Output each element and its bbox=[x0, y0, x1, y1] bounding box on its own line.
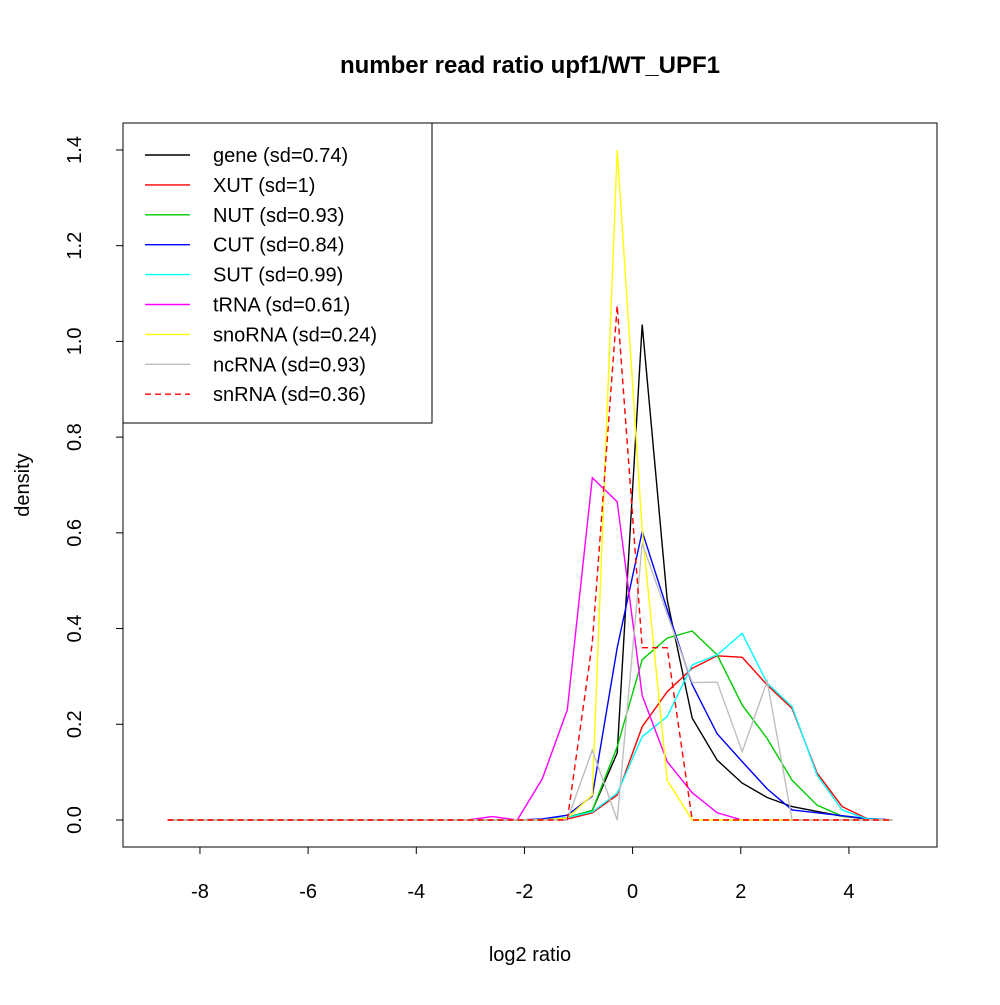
x-tick-label: 4 bbox=[843, 881, 854, 903]
y-tick-label: 0.8 bbox=[64, 423, 86, 451]
x-tick-label: -4 bbox=[407, 881, 425, 903]
y-tick-label: 1.2 bbox=[64, 232, 86, 260]
x-tick-label: -2 bbox=[516, 881, 534, 903]
legend-label: snoRNA (sd=0.24) bbox=[213, 324, 377, 346]
legend-label: snRNA (sd=0.36) bbox=[213, 384, 366, 406]
y-axis: 0.0 0.2 0.4 0.6 0.8 1.0 1.2 1.4 bbox=[64, 136, 124, 834]
y-tick-label: 0.2 bbox=[64, 710, 86, 738]
y-tick-label: 1.4 bbox=[64, 136, 86, 164]
series-line-XUT bbox=[167, 655, 893, 821]
series-line-NUT bbox=[167, 630, 893, 821]
x-axis-label: log2 ratio bbox=[489, 944, 571, 966]
series-line-CUT bbox=[167, 528, 893, 821]
legend: gene (sd=0.74) XUT (sd=1) NUT (sd=0.93) CUT… bbox=[122, 122, 433, 424]
legend-box bbox=[122, 122, 433, 424]
x-tick-label: -6 bbox=[299, 881, 317, 903]
curves bbox=[167, 149, 893, 821]
y-tick-label: 0.0 bbox=[64, 806, 86, 834]
x-tick-label: -8 bbox=[191, 881, 209, 903]
legend-label: tRNA (sd=0.61) bbox=[213, 295, 350, 317]
y-tick-label: 0.4 bbox=[64, 615, 86, 643]
x-tick-label: 2 bbox=[735, 881, 746, 903]
legend-label: ncRNA (sd=0.93) bbox=[213, 354, 366, 376]
legend-label: CUT (sd=0.84) bbox=[213, 235, 344, 257]
y-tick-label: 1.0 bbox=[64, 327, 86, 355]
legend-label: gene (sd=0.74) bbox=[213, 145, 348, 167]
y-axis-label: density bbox=[12, 453, 34, 516]
series-line-snRNA bbox=[167, 305, 893, 821]
legend-label: XUT (sd=1) bbox=[213, 175, 315, 197]
series-line-ncRNA bbox=[167, 543, 893, 821]
legend-label: SUT (sd=0.99) bbox=[213, 265, 343, 287]
x-tick-label: 0 bbox=[627, 881, 638, 903]
y-tick-label: 0.6 bbox=[64, 519, 86, 547]
x-axis: -8 -6 -4 -2 0 2 4 bbox=[191, 846, 854, 903]
legend-label: NUT (sd=0.93) bbox=[213, 205, 344, 227]
chart-title: number read ratio upf1/WT_UPF1 bbox=[340, 52, 720, 79]
series-line-SUT bbox=[167, 632, 893, 821]
